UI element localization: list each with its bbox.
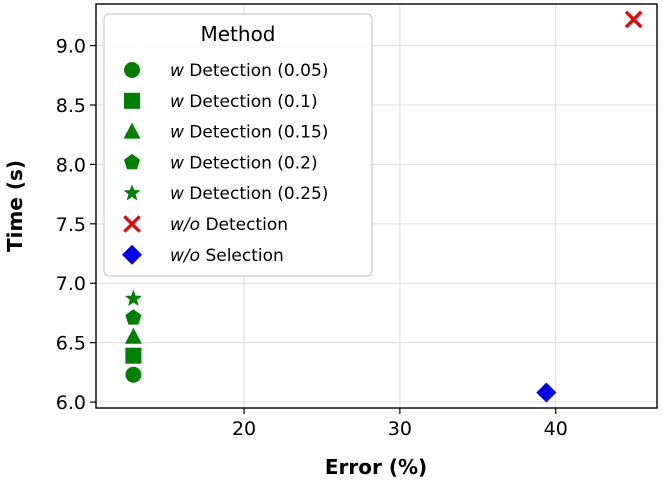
axis-ticks: 20 30 40 6.0 6.5 7.0 7.5 8.0 8.5 9.0 [56, 36, 568, 440]
legend: Method w Detection (0.05)w Detection (0.… [103, 13, 373, 277]
legend-marker-w-o-detection [123, 215, 141, 233]
y-tick-label: 8.5 [56, 95, 86, 117]
legend-box [103, 13, 373, 277]
point-w-detection-0-1 [125, 347, 142, 364]
y-tick-label: 8.0 [56, 154, 86, 176]
legend-label-w-detection-0-15: w Detection (0.15) [170, 123, 328, 143]
y-axis-label: Time (s) [3, 160, 27, 252]
x-tick-label: 30 [388, 418, 412, 440]
legend-label-w-detection-0-25: w Detection (0.25) [170, 184, 328, 204]
x-tick-label: 20 [232, 418, 256, 440]
legend-marker-w-o-selection [122, 244, 142, 265]
legend-label-w-detection-0-2: w Detection (0.2) [170, 153, 318, 173]
legend-marker-w-detection-0-1 [124, 92, 140, 109]
y-tick-label: 6.5 [56, 333, 86, 355]
point-w-detection-0-15 [124, 327, 142, 344]
point-w-detection-0-2 [125, 309, 142, 325]
legend-marker-w-detection-0-25 [123, 184, 141, 201]
y-tick-label: 9.0 [56, 36, 86, 58]
legend-marker-w-detection-0-2 [123, 153, 141, 170]
plot-frame [95, 3, 658, 409]
legend-label-w-detection-0-05: w Detection (0.05) [170, 61, 328, 81]
legend-title: Method [200, 22, 275, 46]
legend-label-w-detection-0-1: w Detection (0.1) [170, 92, 318, 112]
legend-marker-w-detection-0-15 [123, 122, 141, 139]
y-tick-label: 6.0 [56, 392, 86, 414]
x-tick-label: 40 [544, 418, 568, 440]
x-axis-label: Error (%) [325, 455, 427, 479]
point-w-o-selection [536, 382, 557, 403]
y-tick-label: 7.5 [56, 214, 86, 236]
point-w-o-detection [624, 10, 643, 29]
y-tick-label: 7.0 [56, 273, 86, 295]
legend-entries: w Detection (0.05) w Detection (0.1) w Det… [122, 61, 328, 266]
legend-label-w-o-detection: w/o Detection [170, 215, 288, 235]
legend-marker-w-detection-0-05 [124, 62, 140, 78]
point-w-detection-0-05 [125, 366, 142, 383]
point-w-detection-0-25 [124, 289, 142, 306]
data-points [124, 10, 643, 403]
legend-label-w-o-selection: w/o Selection [170, 246, 284, 266]
